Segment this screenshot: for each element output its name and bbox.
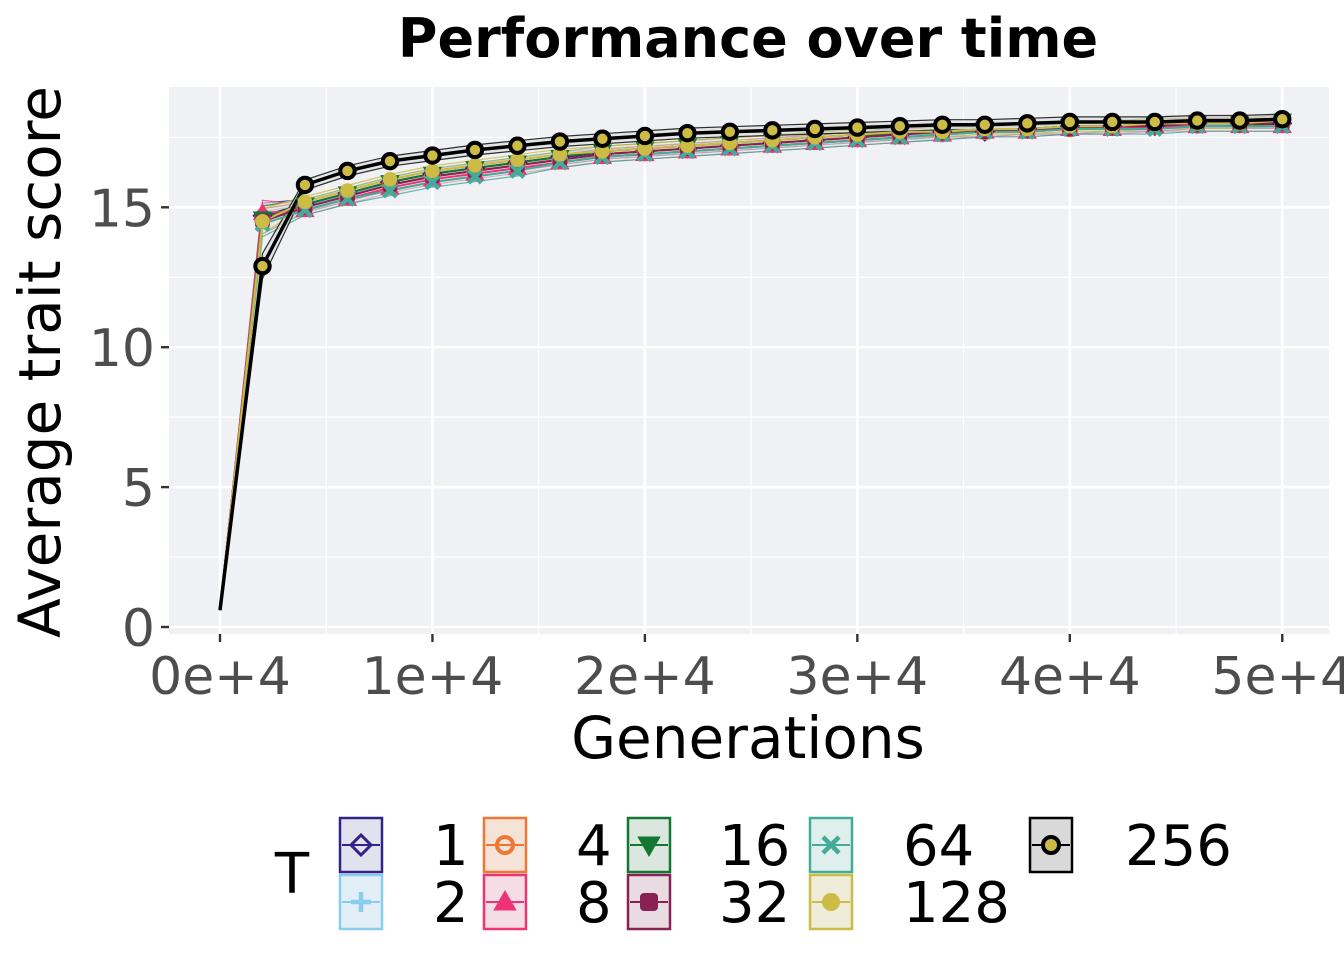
point-series-256 xyxy=(933,115,952,134)
legend-key-marker-1 xyxy=(348,832,374,858)
legend-item-2: 2 xyxy=(338,871,469,936)
legend-label-8: 8 xyxy=(576,871,612,936)
legend-item-16: 16 xyxy=(626,814,790,879)
point-series-256 xyxy=(805,119,825,139)
x-tick-label: 2e+4 xyxy=(574,647,716,707)
point-series-256 xyxy=(678,123,697,143)
legend-label-1: 1 xyxy=(433,814,469,879)
point-series-256 xyxy=(890,116,910,136)
x-tick-label: 1e+4 xyxy=(362,647,504,707)
point-series-256 xyxy=(1060,112,1080,132)
plot-panel xyxy=(169,87,1329,634)
point-series-256 xyxy=(338,161,357,181)
point-series-256 xyxy=(975,115,995,134)
legend-item-8: 8 xyxy=(482,871,612,936)
point-series-256 xyxy=(763,121,782,140)
y-axis-ticks: 0 5 10 15 xyxy=(89,179,169,659)
x-tick-label: 4e+4 xyxy=(999,647,1141,707)
y-tick-label: 15 xyxy=(89,179,155,239)
point-series-256 xyxy=(720,122,740,141)
point-series-256 xyxy=(253,256,272,276)
x-tick-label: 0e+4 xyxy=(149,647,291,707)
legend-label-4: 4 xyxy=(576,814,612,879)
legend-item-64: 64 xyxy=(808,814,974,879)
point-series-256 xyxy=(380,151,400,171)
grid-lines xyxy=(169,87,1329,634)
point-series-128 xyxy=(467,158,483,173)
point-series-256 xyxy=(1145,112,1164,132)
point-series-256 xyxy=(593,129,612,148)
x-tick-label: 5e+4 xyxy=(1211,647,1344,707)
y-tick-label: 10 xyxy=(89,319,155,379)
point-series-256 xyxy=(1103,112,1122,132)
point-series-64 xyxy=(424,174,441,191)
chart-title: Performance over time xyxy=(398,7,1098,70)
point-series-128 xyxy=(340,183,355,198)
point-series-128 xyxy=(297,194,313,210)
point-series-128 xyxy=(425,163,440,179)
point-series-128 xyxy=(255,214,270,229)
legend-key-marker-8 xyxy=(493,889,517,911)
point-series-256 xyxy=(508,136,527,155)
y-axis-title: Average trait score xyxy=(6,86,74,638)
legend-item-128: 128 xyxy=(808,871,1010,936)
point-series-256 xyxy=(1188,111,1207,130)
x-axis-title: Generations xyxy=(571,704,925,772)
legend-label-32: 32 xyxy=(719,871,790,936)
legend-title: T xyxy=(274,842,310,907)
point-series-256 xyxy=(295,175,315,195)
legend-item-1: 1 xyxy=(338,814,469,879)
legend-label-16: 16 xyxy=(719,814,790,879)
point-series-256 xyxy=(423,146,442,165)
point-series-256 xyxy=(848,118,867,137)
point-series-256 xyxy=(550,132,570,151)
legend-label-64: 64 xyxy=(903,814,974,879)
legend-item-4: 4 xyxy=(482,814,612,879)
y-tick-label: 0 xyxy=(122,599,155,659)
series-points xyxy=(252,109,1293,276)
legend-key-marker-64 xyxy=(821,835,841,855)
point-series-256 xyxy=(1273,109,1292,129)
point-series-128 xyxy=(510,152,525,168)
point-series-128 xyxy=(382,172,398,187)
legend-key-marker-256 xyxy=(1041,835,1061,855)
point-series-64 xyxy=(381,182,398,199)
legend-label-256: 256 xyxy=(1125,814,1232,879)
legend-key-marker-128 xyxy=(822,893,840,911)
point-series-256 xyxy=(1018,114,1037,133)
legend-key-marker-32 xyxy=(640,893,658,911)
point-series-256 xyxy=(635,126,655,146)
legend-item-32: 32 xyxy=(626,871,790,936)
legend-label-128: 128 xyxy=(903,871,1010,936)
legend-key-marker-4 xyxy=(495,835,515,855)
point-series-64 xyxy=(466,168,483,185)
legend-key-marker-16 xyxy=(637,836,661,858)
y-tick-label: 5 xyxy=(122,459,155,519)
point-series-256 xyxy=(465,140,485,160)
legend-item-256: 256 xyxy=(1028,814,1232,879)
x-axis-ticks: 0e+4 1e+4 2e+4 3e+4 4e+4 5e+4 xyxy=(149,634,1344,707)
point-series-256 xyxy=(1230,111,1249,130)
legend-key-marker-2 xyxy=(351,892,371,912)
legend-label-2: 2 xyxy=(433,871,469,936)
point-series-64 xyxy=(509,162,526,179)
x-tick-label: 3e+4 xyxy=(786,647,928,707)
